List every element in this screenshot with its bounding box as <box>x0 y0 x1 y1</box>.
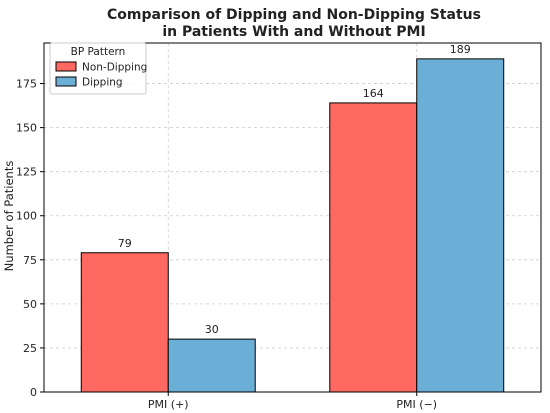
y-tick-label: 150 <box>16 122 37 135</box>
y-tick-label: 175 <box>16 78 37 91</box>
y-tick-label: 100 <box>16 210 37 223</box>
bar-value-label: 79 <box>118 237 132 250</box>
chart-title-line-1: Comparison of Dipping and Non-Dipping St… <box>107 7 481 23</box>
legend-title: BP Pattern <box>71 46 126 58</box>
bar-dipping <box>416 58 505 393</box>
plot-frame <box>43 42 542 393</box>
legend-label: Dipping <box>82 77 123 89</box>
y-tick-label: 25 <box>23 342 37 355</box>
legend-swatch <box>55 76 77 87</box>
chart-title-line-2: in Patients With and Without PMI <box>162 24 425 40</box>
bar-value-label: 164 <box>363 87 384 100</box>
bar-non-dipping <box>80 252 169 393</box>
x-tick-label: PMI (−) <box>396 398 437 411</box>
y-tick-label: 125 <box>16 166 37 179</box>
bar-non-dipping <box>329 102 418 393</box>
y-tick-label: 75 <box>23 254 37 267</box>
legend-swatch <box>55 61 77 72</box>
y-tick-label: 50 <box>23 298 37 311</box>
legend: BP Pattern Non-Dipping Dipping <box>49 42 147 95</box>
bar-value-label: 189 <box>450 43 471 56</box>
bars <box>80 58 505 393</box>
y-axis: 0 25 50 75 100 125 150 175 <box>16 78 44 399</box>
x-tick-label: PMI (+) <box>148 398 189 411</box>
legend-label: Non-Dipping <box>82 62 147 74</box>
data-labels: 79 164 30 189 <box>118 43 471 336</box>
bar-dipping <box>167 338 256 393</box>
y-axis-label: Number of Patients <box>2 161 16 272</box>
bar-value-label: 30 <box>205 323 219 336</box>
x-axis: PMI (+) PMI (−) <box>148 392 437 411</box>
y-tick-label: 0 <box>30 386 37 399</box>
